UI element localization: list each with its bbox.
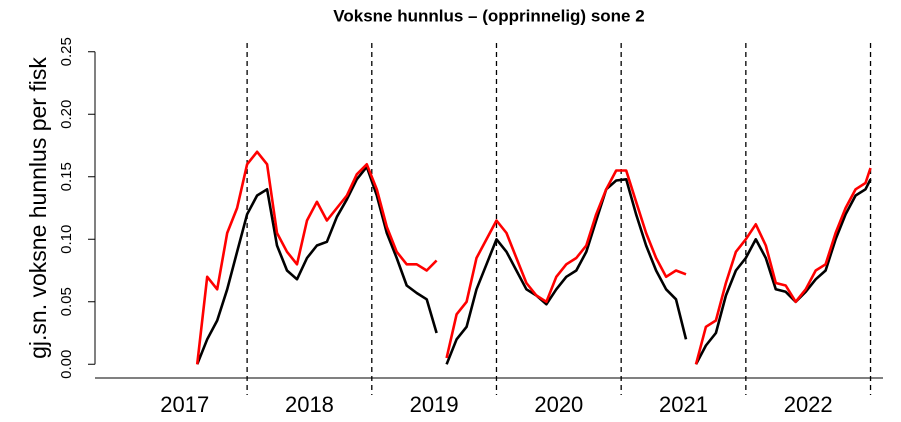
x-tick-label: 2017 bbox=[160, 392, 209, 417]
y-tick-label: 0.20 bbox=[58, 100, 75, 129]
y-tick-label: 0.25 bbox=[58, 37, 75, 66]
x-tick-label: 2018 bbox=[285, 392, 334, 417]
series-line bbox=[195, 165, 872, 365]
x-tick-label: 2020 bbox=[534, 392, 583, 417]
y-tick-label: 0.10 bbox=[58, 225, 75, 254]
y-axis-label: gj.sn. voksne hunnlus per fisk bbox=[25, 57, 51, 359]
y-tick-label: 0.05 bbox=[58, 287, 75, 316]
chart-title: Voksne hunnlus – (opprinnelig) sone 2 bbox=[333, 6, 644, 25]
x-tick-label: 2019 bbox=[410, 392, 459, 417]
series-line bbox=[195, 150, 872, 365]
y-tick-label: 0.00 bbox=[58, 350, 75, 379]
x-tick-label: 2022 bbox=[784, 392, 833, 417]
x-tick-label: 2021 bbox=[659, 392, 708, 417]
y-tick-label: 0.15 bbox=[58, 162, 75, 191]
